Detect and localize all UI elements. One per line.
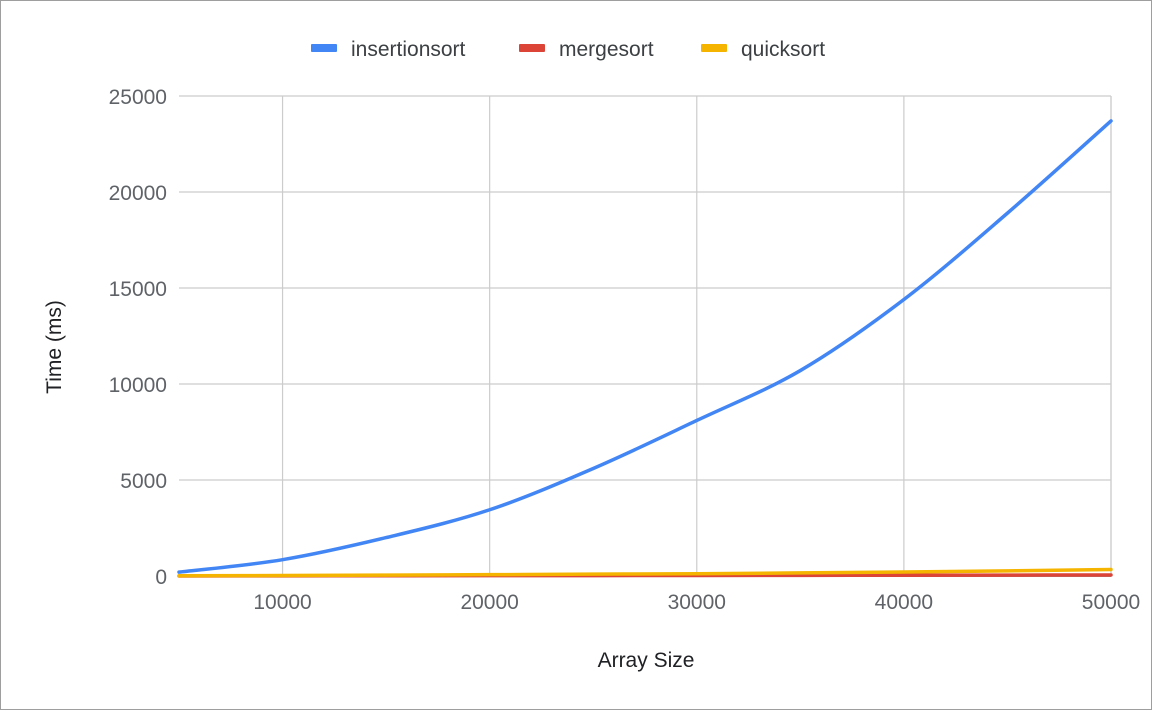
x-axis-ticks: 10000 20000 30000 40000 50000 [253, 591, 1140, 614]
chart-legend: insertionsort mergesort quicksort [311, 38, 825, 61]
x-tick-label: 40000 [875, 591, 933, 614]
legend-label-insertionsort: insertionsort [351, 38, 466, 61]
legend-swatch-mergesort [519, 44, 545, 52]
x-tick-label: 30000 [668, 591, 726, 614]
x-axis-title: Array Size [598, 649, 695, 672]
y-tick-label: 5000 [120, 470, 167, 493]
y-tick-label: 10000 [109, 374, 167, 397]
y-tick-label: 0 [155, 566, 167, 589]
x-tick-label: 50000 [1082, 591, 1140, 614]
y-tick-label: 15000 [109, 278, 167, 301]
legend-swatch-insertionsort [311, 44, 337, 52]
chart-series [177, 119, 1113, 578]
chart-grid [179, 95, 1112, 577]
x-tick-label: 20000 [460, 591, 518, 614]
y-tick-label: 25000 [109, 86, 167, 109]
legend-label-mergesort: mergesort [559, 38, 654, 61]
series-line-quicksort [177, 567, 1113, 578]
x-tick-label: 10000 [253, 591, 311, 614]
y-tick-label: 20000 [109, 182, 167, 205]
legend-label-quicksort: quicksort [741, 38, 825, 61]
legend-swatch-quicksort [701, 44, 727, 52]
y-axis-title: Time (ms) [43, 300, 66, 394]
series-line-insertionsort [177, 119, 1113, 574]
y-axis-ticks: 0 5000 10000 15000 20000 25000 [109, 86, 167, 589]
